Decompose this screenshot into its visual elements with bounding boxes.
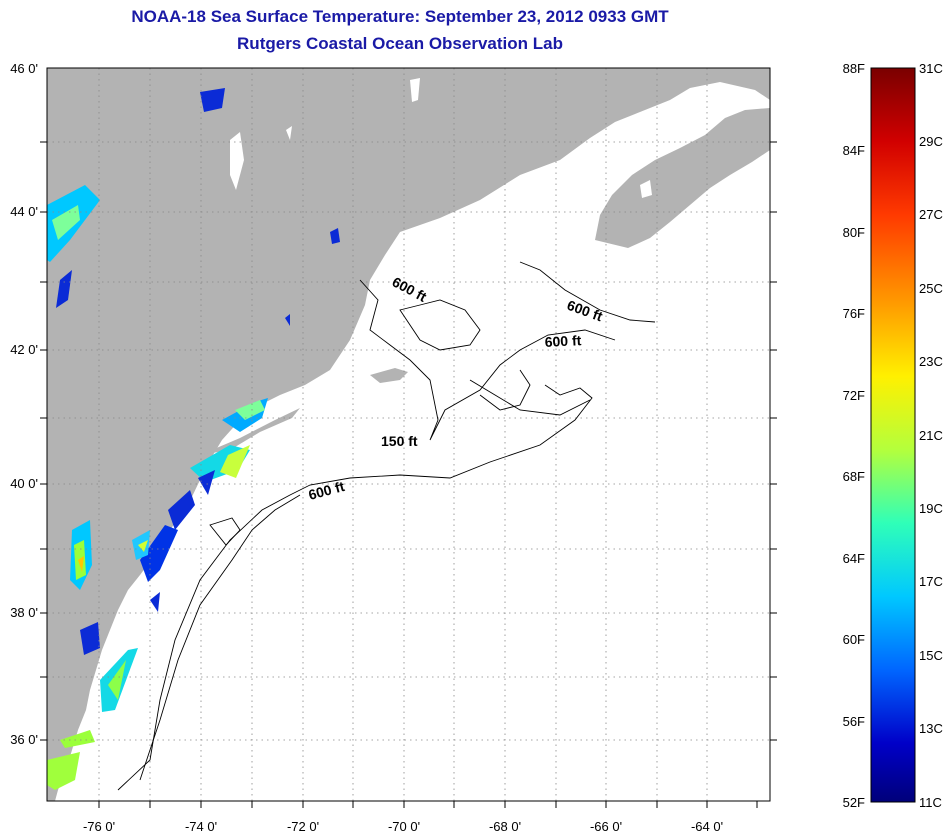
contour-gulf-of-maine xyxy=(359,279,616,441)
land-nova-scotia xyxy=(595,108,770,248)
colorbar-c-label: 25C xyxy=(919,281,943,296)
colorbar-f-label: 80F xyxy=(843,225,865,240)
sst-coastal-pixels xyxy=(47,88,340,790)
map-subtitle: Rutgers Coastal Ocean Observation Lab xyxy=(237,34,563,53)
colorbar xyxy=(870,67,916,803)
colorbar-f-label: 60F xyxy=(843,632,865,647)
lat-label: 42 0' xyxy=(10,342,38,357)
colorbar-f-label: 56F xyxy=(843,714,865,729)
map-frame xyxy=(46,67,771,802)
colorbar-f-label: 88F xyxy=(843,61,865,76)
colorbar-c-label: 19C xyxy=(919,501,943,516)
colorbar-c-label: 23C xyxy=(919,354,943,369)
contour-scotian xyxy=(519,261,656,323)
colorbar-f-label: 68F xyxy=(843,469,865,484)
contour-label: 150 ft xyxy=(381,433,418,449)
lon-label: -72 0' xyxy=(287,819,319,834)
lat-label: 46 0' xyxy=(10,61,38,76)
lat-label: 40 0' xyxy=(10,476,38,491)
map-panel: 600 ft 600 ft 600 ft 150 ft 600 ft xyxy=(47,68,770,801)
colorbar-c-label: 15C xyxy=(919,648,943,663)
land-mainland xyxy=(47,68,770,801)
colorbar-f-label: 72F xyxy=(843,388,865,403)
land-cape-cod xyxy=(370,368,408,383)
colorbar-c-label: 21C xyxy=(919,428,943,443)
lon-label: -66 0' xyxy=(590,819,622,834)
land-specks xyxy=(230,78,652,198)
colorbar-f-label: 84F xyxy=(843,143,865,158)
lon-label: -68 0' xyxy=(489,819,521,834)
colorbar-c-label: 27C xyxy=(919,207,943,222)
lon-label: -74 0' xyxy=(185,819,217,834)
depth-contours xyxy=(117,261,656,791)
contour-georges-bank xyxy=(469,379,591,416)
lat-label: 36 0' xyxy=(10,732,38,747)
lon-label: -70 0' xyxy=(388,819,420,834)
lon-label: -76 0' xyxy=(83,819,115,834)
axis-ticks xyxy=(40,141,777,808)
lat-label: 44 0' xyxy=(10,204,38,219)
contour-label: 600 ft xyxy=(544,332,582,350)
contour-ledges xyxy=(399,299,481,351)
lon-label: -64 0' xyxy=(691,819,723,834)
contour-600ft-shelf xyxy=(117,384,593,791)
map-title: NOAA-18 Sea Surface Temperature: Septemb… xyxy=(131,7,669,26)
colorbar-c-label: 11C xyxy=(919,795,942,810)
colorbar-c-label: 13C xyxy=(919,721,943,736)
map-grid xyxy=(47,68,770,801)
colorbar-f-label: 52F xyxy=(843,795,865,810)
colorbar-c-label: 29C xyxy=(919,134,943,149)
lat-label: 38 0' xyxy=(10,605,38,620)
contour-150ft xyxy=(139,494,301,781)
colorbar-c-label: 31C xyxy=(919,61,943,76)
colorbar-f-label: 64F xyxy=(843,551,865,566)
colorbar-f-label: 76F xyxy=(843,306,865,321)
colorbar-c-label: 17C xyxy=(919,574,943,589)
